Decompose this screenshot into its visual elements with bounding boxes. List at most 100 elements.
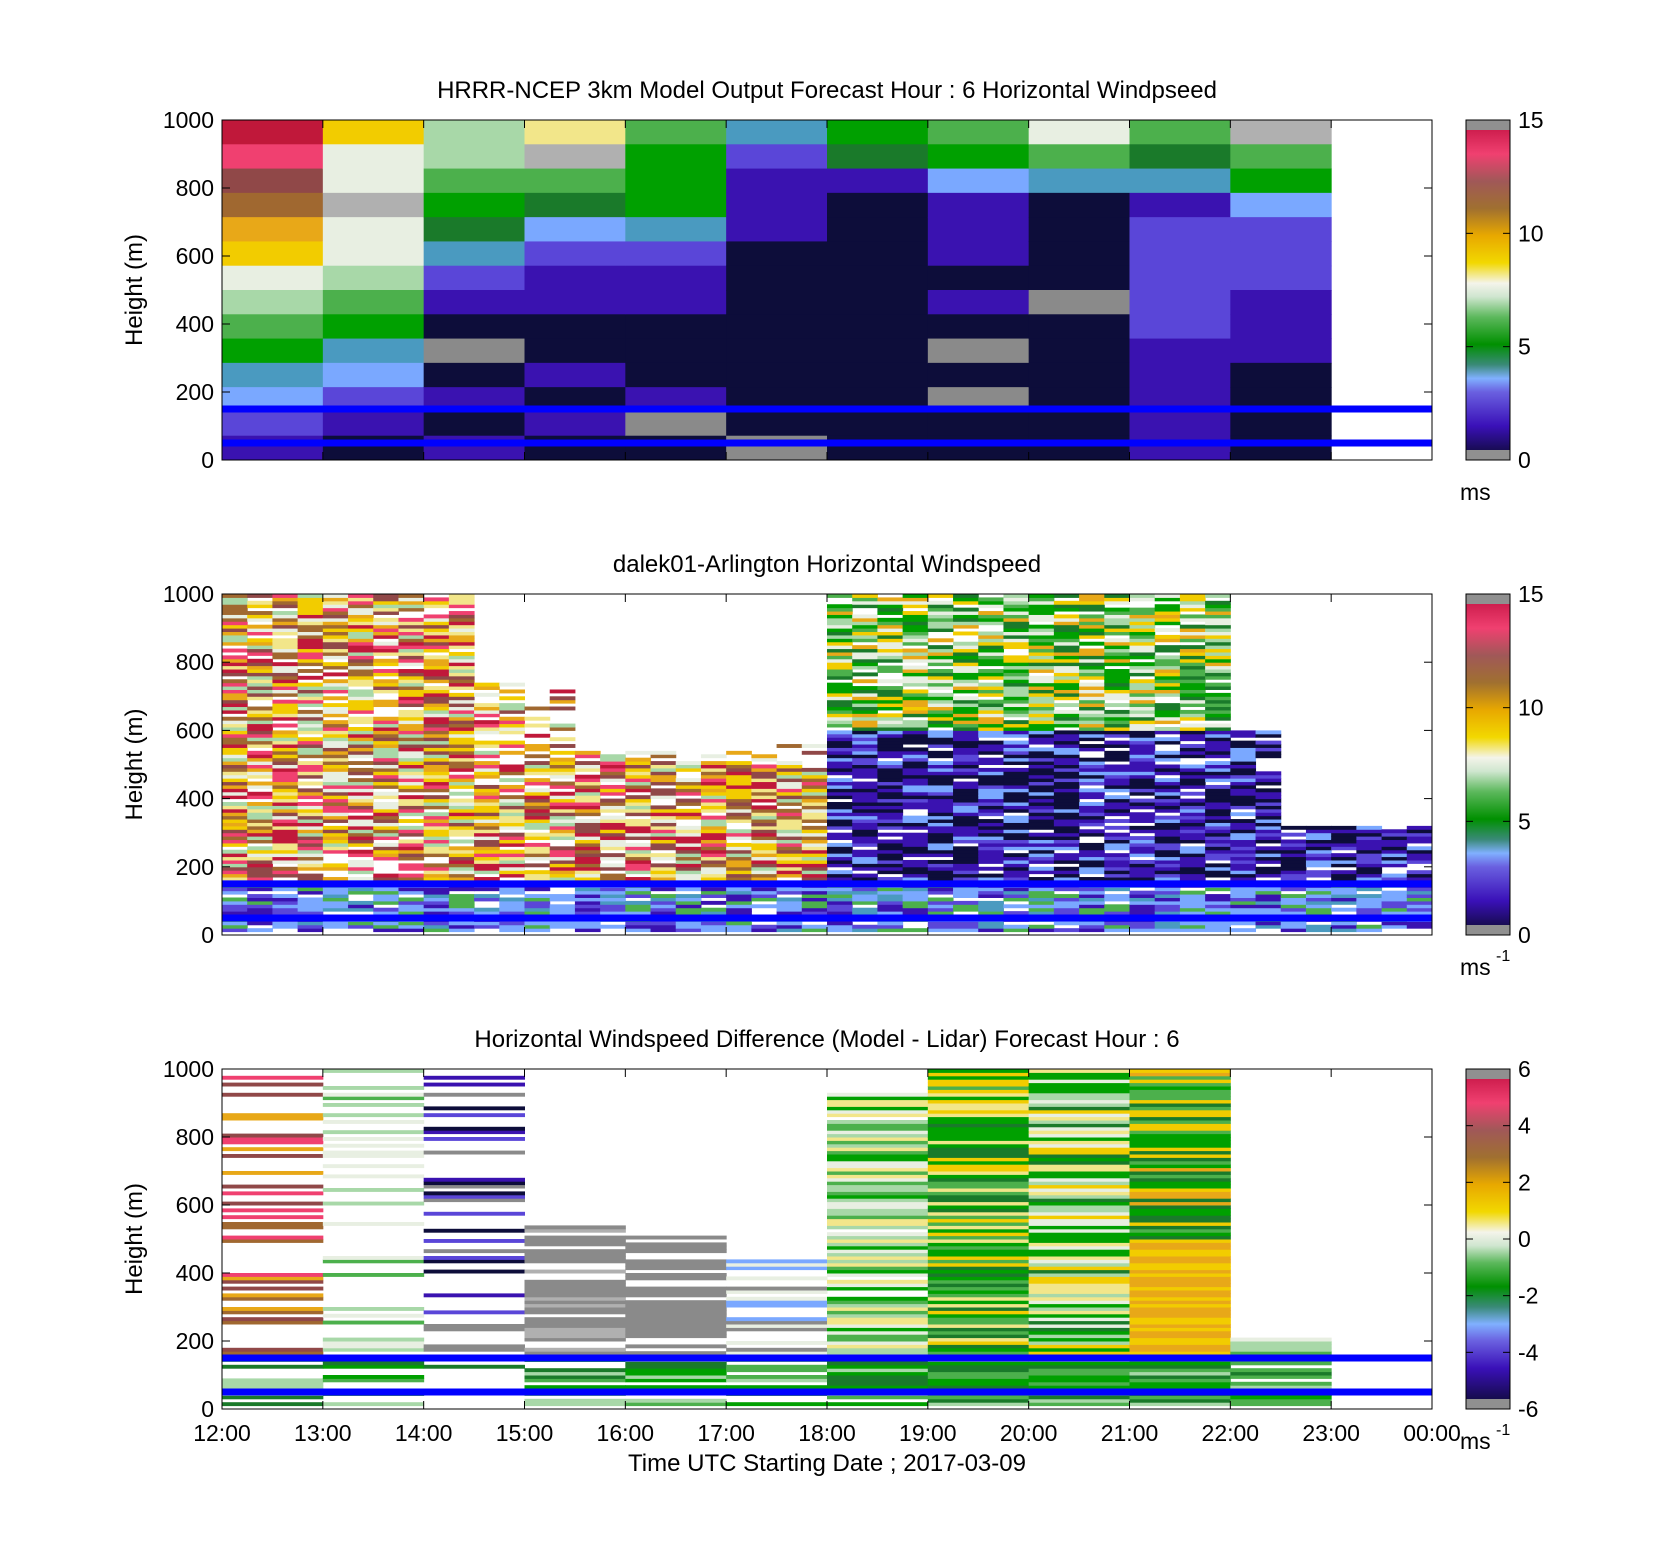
heatmap-cell (574, 767, 601, 772)
heatmap-cell (222, 836, 248, 841)
heatmap-cell (247, 740, 273, 745)
heatmap-cell (1104, 594, 1130, 598)
heatmap-cell (549, 819, 576, 823)
heatmap-cell (272, 894, 299, 898)
heatmap-cell (1129, 1341, 1231, 1345)
heatmap-cell (524, 733, 551, 738)
heatmap-cell (700, 754, 727, 759)
heatmap-cell (1003, 870, 1030, 875)
heatmap-cell (902, 750, 929, 755)
heatmap-cell (927, 314, 1030, 340)
heatmap-cell (1129, 645, 1156, 650)
heatmap-cell (448, 645, 475, 650)
heatmap-cell (953, 900, 979, 905)
heatmap-cell (1079, 774, 1105, 779)
heatmap-cell (827, 1351, 929, 1356)
heatmap-cell (549, 894, 576, 898)
heatmap-cell (1356, 873, 1383, 878)
heatmap-cell (877, 689, 904, 694)
heatmap-cell (1179, 713, 1206, 718)
heatmap-cell (902, 723, 929, 728)
heatmap-cell (1154, 788, 1181, 793)
heatmap-cell (1179, 696, 1206, 701)
heatmap-cell (1079, 747, 1105, 752)
heatmap-cell (1003, 723, 1030, 728)
heatmap-cell (1079, 617, 1105, 622)
heatmap-cell (1129, 1218, 1231, 1223)
heatmap-cell (297, 829, 324, 834)
heatmap-cell (1205, 617, 1231, 622)
heatmap-cell (373, 716, 399, 721)
heatmap-cell (1028, 641, 1055, 646)
heatmap-cell (927, 805, 954, 810)
heatmap-cell (953, 808, 979, 813)
heatmap-cell (978, 832, 1004, 837)
heatmap-cell (625, 788, 652, 793)
heatmap-cell (1179, 866, 1206, 871)
heatmap-cell (978, 819, 1004, 823)
heatmap-cell (297, 812, 324, 817)
heatmap-cell (1230, 338, 1332, 364)
heatmap-cell (423, 911, 450, 916)
heatmap-cell (726, 781, 752, 786)
heatmap-cell (322, 120, 425, 145)
heatmap-cell (499, 853, 525, 858)
heatmap-cell (852, 655, 878, 660)
heatmap-cell (1028, 604, 1055, 609)
heatmap-cell (801, 805, 828, 810)
heatmap-cell (726, 764, 752, 769)
heatmap-cell (625, 1317, 727, 1322)
heatmap-cell (700, 866, 727, 871)
heatmap-cell (877, 624, 904, 629)
heatmap-cell (222, 669, 248, 673)
heatmap-cell (549, 815, 576, 820)
heatmap-cell (474, 761, 500, 765)
heatmap-cell (1003, 897, 1030, 902)
heatmap-cell (272, 600, 299, 605)
heatmap-cell (852, 594, 878, 598)
heatmap-cell (297, 897, 324, 902)
heatmap-cell (877, 767, 904, 772)
colorbar-unit: ms (1460, 479, 1491, 505)
heatmap-cell (700, 894, 727, 898)
heatmap-cell (499, 924, 525, 929)
heatmap-cell (1104, 853, 1130, 858)
colorbar-gradient (1466, 594, 1510, 935)
heatmap-cell (751, 822, 778, 827)
heatmap-cell (927, 921, 954, 926)
heatmap-cell (1003, 873, 1030, 878)
heatmap-cell (902, 706, 929, 711)
heatmap-cell (650, 856, 677, 861)
heatmap-cell (675, 836, 702, 841)
heatmap-cell (1003, 730, 1030, 735)
heatmap-cell (1053, 757, 1080, 762)
heatmap-cell (927, 1096, 1030, 1101)
heatmap-cell (953, 894, 979, 898)
heatmap-cell (877, 686, 904, 690)
heatmap-cell (827, 338, 929, 364)
heatmap-cell (1129, 144, 1231, 170)
heatmap-cell (474, 726, 500, 731)
heatmap-cell (1053, 781, 1080, 786)
heatmap-cell (902, 682, 929, 687)
heatmap-cell (322, 781, 349, 786)
heatmap-cell (1003, 750, 1030, 755)
heatmap-cell (1028, 723, 1055, 728)
heatmap-cell (549, 812, 576, 817)
heatmap-cell (398, 887, 425, 892)
heatmap-cell (1129, 1116, 1231, 1121)
heatmap-cell (600, 829, 626, 834)
heatmap-cell (1154, 621, 1181, 626)
heatmap-cell (1205, 733, 1231, 738)
heatmap-cell (348, 648, 374, 653)
heatmap-cell (222, 1082, 324, 1087)
heatmap-cell (827, 1395, 929, 1400)
colorbar-cap-bottom (1466, 925, 1510, 935)
heatmap-cell (1129, 720, 1156, 725)
heatmap-cell (902, 887, 929, 892)
heatmap-cell (827, 144, 929, 170)
heatmap-cell (827, 1307, 929, 1311)
heatmap-cell (322, 655, 349, 660)
heatmap-cell (448, 839, 475, 844)
heatmap-cell (1079, 692, 1105, 697)
